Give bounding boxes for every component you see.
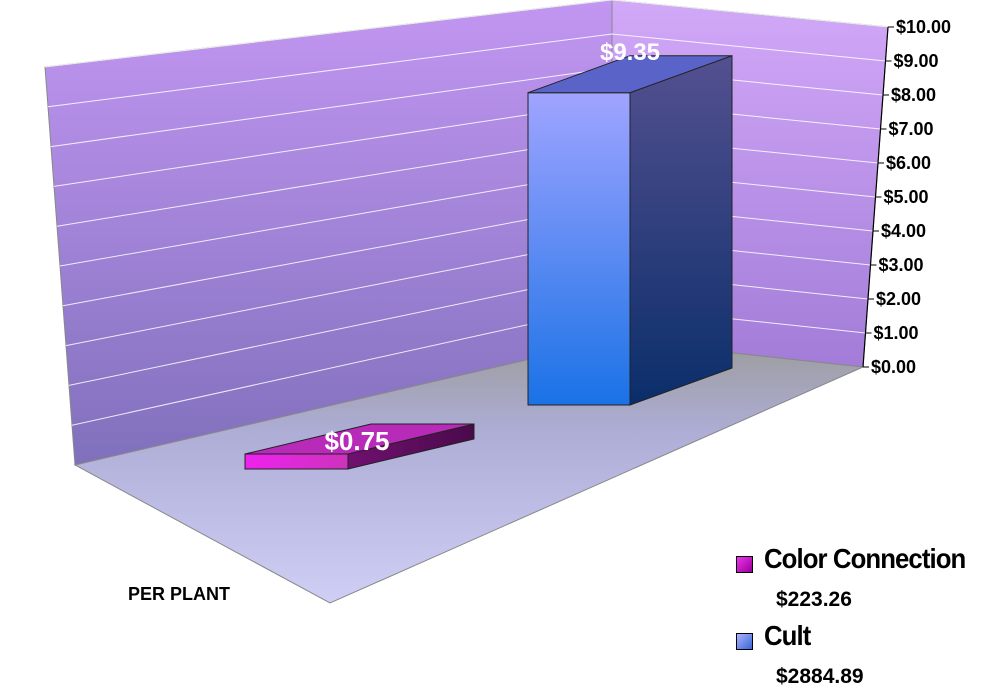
y-tick-label: $3.00 bbox=[879, 255, 924, 275]
bar-front-face bbox=[244, 453, 349, 470]
y-tick-label: $2.00 bbox=[876, 289, 921, 309]
gridline bbox=[47, 33, 886, 108]
bars bbox=[244, 54, 733, 470]
y-tick-label: $9.00 bbox=[894, 51, 939, 71]
legend-total-cult: $2884.89 bbox=[776, 665, 864, 688]
legend-swatch-cult bbox=[736, 633, 753, 650]
y-tick-label: $6.00 bbox=[886, 153, 931, 173]
y-tick-label: $5.00 bbox=[884, 187, 929, 207]
legend-total-color-connection: $223.26 bbox=[776, 588, 852, 611]
y-axis-tick-labels: $0.00 $1.00 $2.00 $3.00 $4.00 $5.00 $6.00 $7.00… bbox=[862, 17, 951, 377]
legend-label-cult: Cult bbox=[764, 620, 811, 651]
bar-side-face bbox=[629, 54, 733, 406]
bar-cult bbox=[527, 54, 733, 406]
y-tick-label: $1.00 bbox=[874, 323, 919, 343]
bar-front-face bbox=[527, 92, 631, 406]
bar-color-connection bbox=[244, 423, 475, 470]
category-labels: PER PLANT bbox=[128, 584, 230, 604]
legend-label-color-connection: Color Connection bbox=[764, 543, 966, 574]
bar-top-face bbox=[244, 423, 475, 455]
y-tick-label: $0.00 bbox=[871, 357, 916, 377]
y-tick-label: $7.00 bbox=[889, 119, 934, 139]
data-labels: $0.75 $9.35 bbox=[324, 39, 660, 456]
y-tick-label: $4.00 bbox=[881, 221, 926, 241]
gridline bbox=[44, 0, 889, 68]
data-label: $9.35 bbox=[600, 39, 660, 66]
data-label: $0.75 bbox=[324, 426, 389, 456]
category-label: PER PLANT bbox=[128, 584, 230, 604]
bar-top-face bbox=[527, 55, 733, 94]
y-axis-line bbox=[862, 26, 889, 368]
y-tick-label: $8.00 bbox=[891, 85, 936, 105]
legend-swatch-color-connection bbox=[736, 556, 753, 573]
y-tick-label: $10.00 bbox=[896, 17, 951, 37]
